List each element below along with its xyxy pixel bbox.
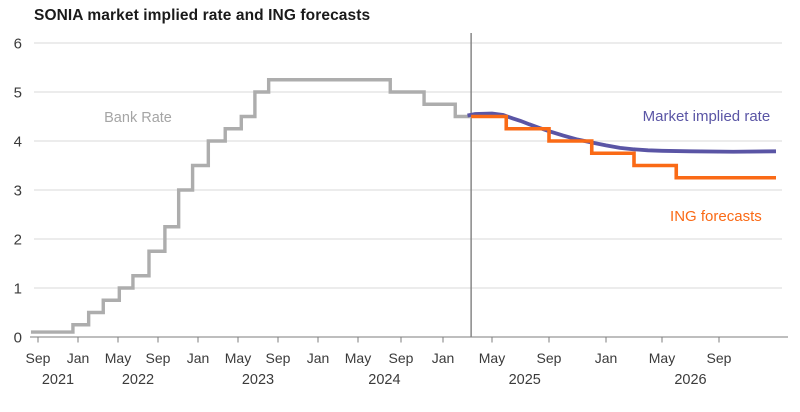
series-label-market-implied-rate: Market implied rate [643,108,771,125]
y-tick-label: 3 [14,183,22,200]
x-tick-label: May [649,350,675,366]
series-label-bank-rate: Bank Rate [104,110,172,126]
x-tick-label: Sep [26,350,51,366]
x-tick-label: Sep [707,350,732,366]
x-year-label: 2024 [368,372,400,388]
x-tick-label: May [105,350,131,366]
x-tick-label: Sep [389,350,414,366]
chart-title: SONIA market implied rate and ING foreca… [34,7,371,24]
y-tick-label: 5 [14,85,22,102]
x-year-label: 2023 [242,372,274,388]
x-tick-label: May [345,350,371,366]
x-year-label: 2025 [509,372,541,388]
x-tick-label: Jan [67,350,90,366]
y-tick-label: 0 [14,330,22,347]
series-bank-rate [30,78,472,334]
y-tick-label: 6 [14,36,22,53]
x-tick-label: Jan [432,350,455,366]
x-year-label: 2022 [122,372,154,388]
x-tick-label: Jan [595,350,618,366]
x-year-label: 2021 [42,372,74,388]
x-tick-label: May [225,350,251,366]
x-tick-label: May [479,350,505,366]
x-tick-label: Sep [266,350,291,366]
y-tick-label: 4 [14,134,22,151]
x-tick-label: Jan [307,350,330,366]
y-tick-label: 1 [14,281,22,298]
x-year-label: 2026 [674,372,706,388]
y-tick-label: 2 [14,232,22,249]
series-ing-forecasts [471,114,776,180]
x-tick-label: Sep [146,350,171,366]
series-label-ing-forecasts: ING forecasts [670,208,762,225]
x-tick-label: Sep [537,350,562,366]
x-tick-label: Jan [187,350,210,366]
